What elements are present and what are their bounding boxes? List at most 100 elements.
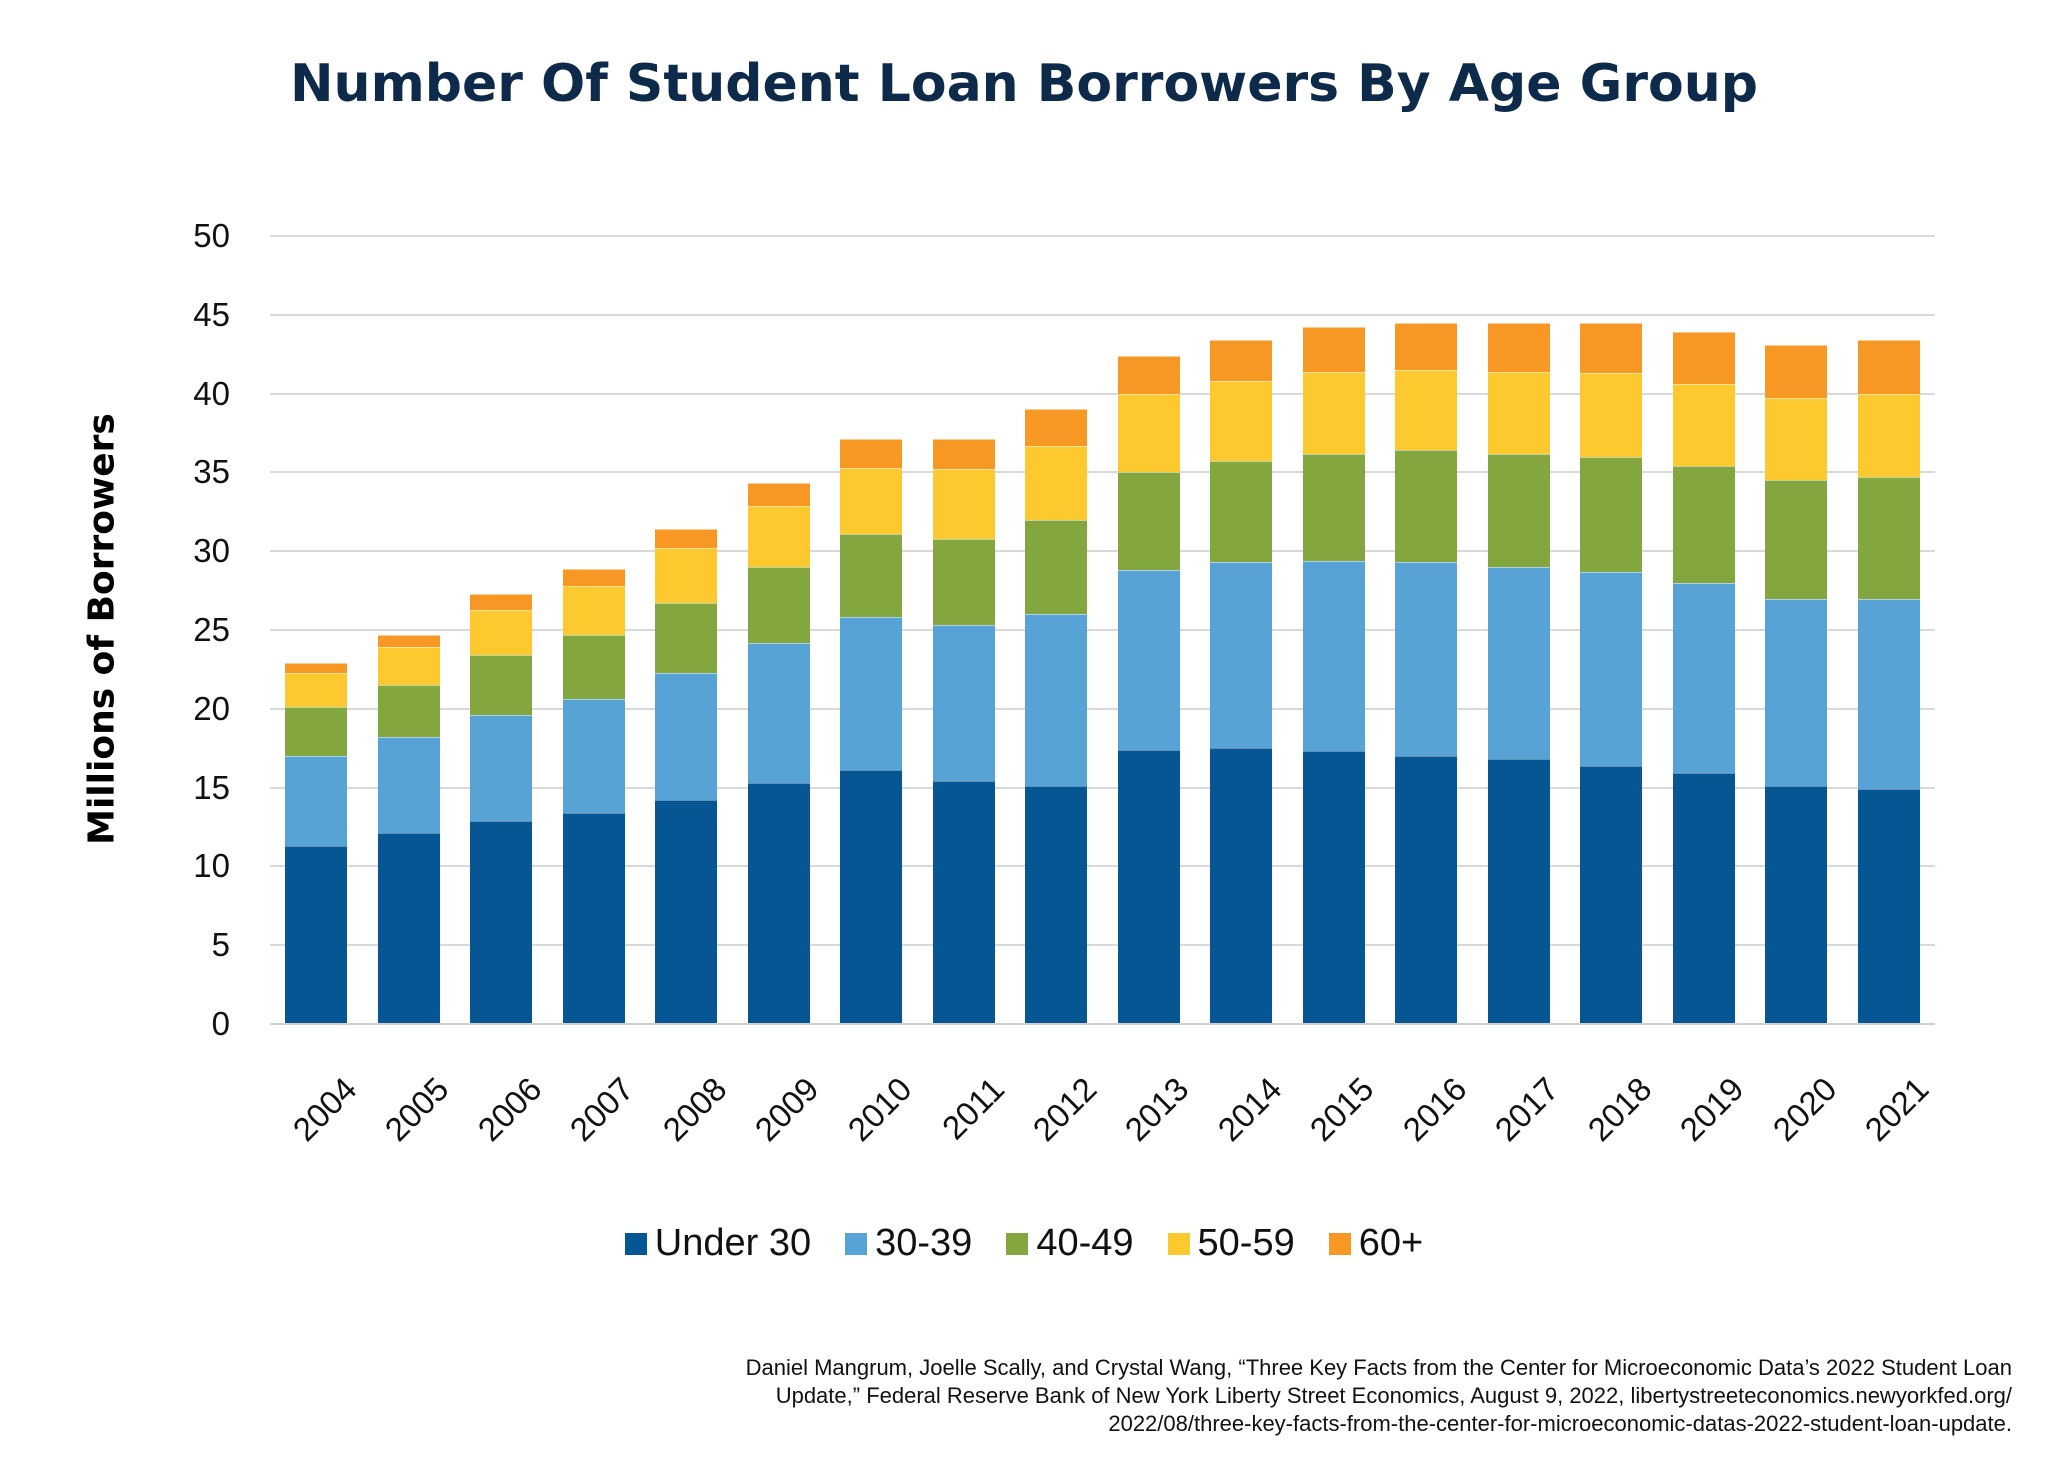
bar-segment-50-59 — [1117, 393, 1180, 473]
y-tick-label: 30 — [193, 532, 230, 570]
bar-segment-40-49 — [1302, 453, 1365, 561]
bar-segment-50-59 — [1765, 398, 1827, 481]
bar-segment-30-39 — [1580, 571, 1642, 766]
bar-2007 — [562, 568, 625, 1024]
x-tick-label-text: 2013 — [1117, 1070, 1196, 1149]
bar-segment-30-39 — [1210, 562, 1272, 749]
bar-2021 — [1857, 340, 1920, 1024]
gridline — [270, 944, 1935, 947]
y-tick-label: 35 — [193, 453, 230, 491]
x-tick-label-text: 2010 — [840, 1070, 919, 1149]
bar-2018 — [1580, 322, 1642, 1024]
bar-segment-under-30 — [1580, 765, 1642, 1024]
bar-segment-30-39 — [655, 672, 717, 801]
bar-segment-60- — [655, 529, 717, 549]
x-tick-label-text: 2008 — [655, 1070, 734, 1149]
bar-2006 — [470, 593, 532, 1024]
x-axis-line — [270, 1023, 1935, 1025]
bar-2004 — [285, 663, 347, 1024]
bar-segment-40-49 — [840, 533, 902, 618]
bar-2014 — [1210, 340, 1272, 1024]
gridline — [270, 471, 1935, 474]
bar-segment-60- — [1857, 340, 1920, 394]
legend: Under 30 30-39 40-49 50-59 60+ — [0, 1222, 2048, 1265]
gridline — [270, 313, 1935, 316]
bar-segment-40-49 — [655, 603, 717, 673]
source-line: Daniel Mangrum, Joelle Scally, and Cryst… — [745, 1355, 2012, 1380]
bar-segment-50-59 — [285, 672, 347, 708]
y-tick-label: 20 — [193, 689, 230, 727]
bar-2010 — [840, 439, 902, 1024]
bar-segment-50-59 — [377, 647, 440, 686]
x-tick-label-text: 2017 — [1487, 1070, 1566, 1149]
bar-segment-30-39 — [1025, 614, 1087, 787]
bar-2015 — [1302, 327, 1365, 1024]
y-tick-label: 5 — [211, 926, 230, 964]
bar-segment-30-39 — [932, 625, 995, 782]
bar-segment-60- — [840, 439, 902, 468]
x-tick-label-text: 2019 — [1672, 1070, 1751, 1149]
legend-item-30-39: 30-39 — [845, 1222, 972, 1265]
bar-segment-40-49 — [285, 707, 347, 757]
bar-segment-30-39 — [1857, 598, 1920, 790]
legend-swatch-icon — [1167, 1232, 1190, 1255]
bar-segment-60- — [1210, 340, 1272, 382]
bar-segment-60- — [1117, 355, 1180, 394]
bar-segment-30-39 — [285, 756, 347, 846]
x-tick-label-text: 2016 — [1395, 1070, 1474, 1149]
bar-segment-under-30 — [1487, 759, 1550, 1024]
bar-segment-50-59 — [1672, 384, 1735, 467]
chart-title: Number Of Student Loan Borrowers By Age … — [290, 54, 1758, 114]
gridline — [270, 629, 1935, 631]
bar-segment-under-30 — [1765, 786, 1827, 1024]
bar-2009 — [747, 483, 810, 1024]
gridline — [270, 392, 1935, 395]
source-citation: Daniel Mangrum, Joelle Scally, and Cryst… — [312, 1354, 2012, 1438]
y-tick-label: 50 — [193, 217, 230, 254]
bar-segment-under-30 — [1672, 773, 1735, 1024]
bar-segment-30-39 — [470, 715, 532, 821]
bar-segment-60- — [1025, 409, 1087, 446]
bar-segment-30-39 — [1487, 566, 1550, 760]
bar-segment-50-59 — [1210, 381, 1272, 462]
bar-segment-under-30 — [1395, 756, 1457, 1024]
legend-label: 40-49 — [1036, 1222, 1134, 1264]
bar-segment-30-39 — [747, 642, 810, 783]
bar-segment-60- — [1487, 322, 1550, 372]
bar-segment-60- — [747, 483, 810, 506]
bar-segment-60- — [562, 568, 625, 586]
bar-segment-under-30 — [285, 845, 347, 1024]
bar-segment-under-30 — [1025, 786, 1087, 1024]
bar-segment-50-59 — [562, 585, 625, 635]
legend-item-60-: 60+ — [1328, 1222, 1423, 1265]
gridline — [270, 786, 1935, 789]
bar-segment-40-49 — [1487, 453, 1550, 567]
x-tick-label-text: 2020 — [1765, 1070, 1844, 1149]
bar-segment-60- — [285, 663, 347, 673]
bar-segment-40-49 — [1672, 466, 1735, 583]
bar-segment-40-49 — [1857, 477, 1920, 599]
bar-segment-60- — [1765, 344, 1827, 399]
bar-segment-50-59 — [840, 467, 902, 534]
legend-label: 30-39 — [875, 1222, 973, 1264]
source-line: Update,” Federal Reserve Bank of New Yor… — [775, 1383, 2012, 1408]
bar-segment-50-59 — [1580, 373, 1642, 457]
bar-segment-30-39 — [562, 699, 625, 813]
bar-segment-under-30 — [377, 833, 440, 1024]
bar-segment-60- — [1302, 327, 1365, 372]
bar-segment-50-59 — [1395, 369, 1457, 451]
bar-segment-30-39 — [840, 617, 902, 771]
legend-item-under-30: Under 30 — [624, 1222, 811, 1265]
x-tick-label-text: 2006 — [470, 1070, 549, 1149]
source-line: 2022/08/three-key-facts-from-the-center-… — [1108, 1411, 2012, 1436]
x-tick-label-text: 2018 — [1580, 1070, 1659, 1149]
y-tick-label: 0 — [211, 1005, 230, 1042]
bar-segment-50-59 — [1302, 371, 1365, 454]
legend-item-40-49: 40-49 — [1006, 1222, 1134, 1265]
bar-2012 — [1025, 409, 1087, 1024]
bar-segment-under-30 — [1117, 749, 1180, 1024]
bar-segment-40-49 — [932, 538, 995, 626]
bar-segment-60- — [932, 439, 995, 470]
bar-2016 — [1395, 322, 1457, 1024]
bar-segment-40-49 — [562, 634, 625, 700]
